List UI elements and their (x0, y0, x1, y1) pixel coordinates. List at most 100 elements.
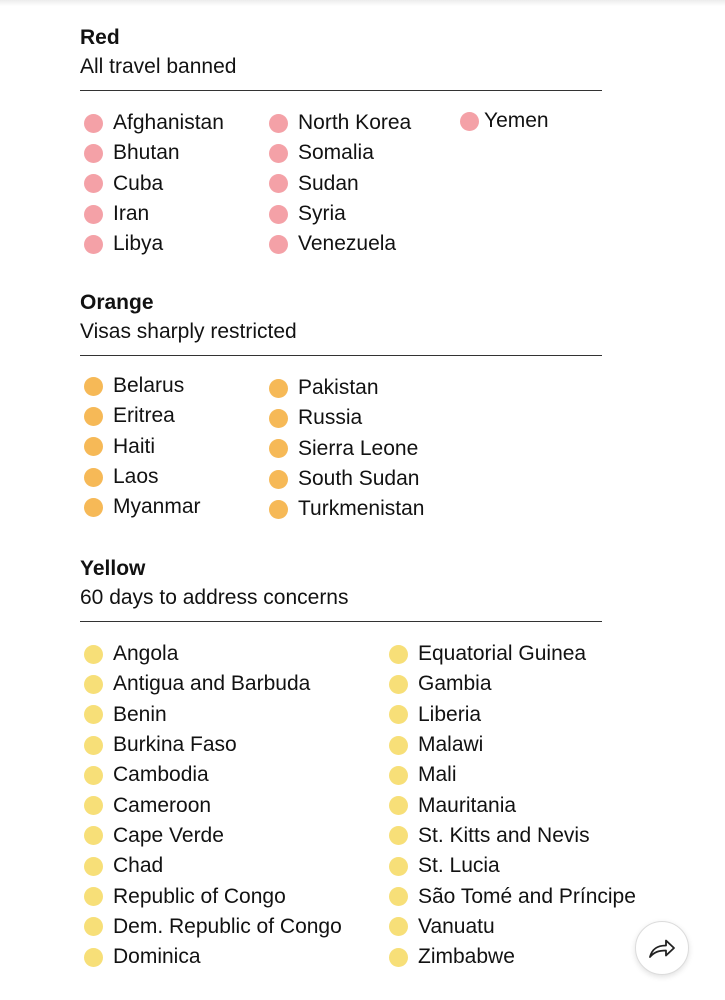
country-name: Bhutan (113, 141, 180, 165)
country-name: South Sudan (298, 467, 420, 491)
country-name: Iran (113, 202, 150, 226)
country-name: St. Lucia (418, 854, 500, 878)
orange-dot-icon (84, 437, 103, 457)
country-name: Antigua and Barbuda (113, 672, 311, 696)
list-item: Bhutan (84, 138, 224, 168)
orange-dot-icon (269, 499, 288, 519)
country-column-3: Yemen (460, 106, 549, 136)
red-dot-icon (269, 234, 288, 254)
country-name: Turkmenistan (298, 497, 425, 521)
country-name: North Korea (298, 111, 412, 135)
yellow-dot-icon (84, 765, 103, 785)
country-name: Chad (113, 854, 164, 878)
yellow-dot-icon (389, 856, 408, 876)
section-divider (80, 621, 602, 622)
country-name: Cambodia (113, 763, 209, 787)
list-item: Equatorial Guinea (389, 639, 636, 669)
yellow-dot-icon (84, 856, 103, 876)
country-name: Sierra Leone (298, 436, 419, 460)
list-item: Laos (84, 462, 201, 492)
orange-section: Orange Visas sharply restricted Belarus … (80, 289, 602, 520)
country-name: Libya (113, 232, 164, 256)
country-name: Syria (298, 202, 346, 226)
country-name: Myanmar (113, 495, 201, 519)
country-name: Dominica (113, 945, 201, 969)
red-dot-icon (269, 113, 288, 133)
country-name: São Tomé and Príncipe (418, 884, 636, 908)
list-item: Cape Verde (84, 821, 342, 851)
list-item: Burkina Faso (84, 730, 342, 760)
red-dot-icon (84, 204, 103, 224)
share-button[interactable] (635, 921, 689, 975)
section-subtitle-red: All travel banned (80, 55, 237, 78)
red-dot-icon (269, 143, 288, 163)
yellow-dot-icon (389, 705, 408, 725)
list-item: Zimbabwe (389, 942, 636, 972)
country-name: Pakistan (298, 376, 379, 400)
list-item: St. Lucia (389, 851, 636, 881)
red-dot-icon (84, 174, 103, 194)
list-item: Pakistan (269, 373, 424, 403)
yellow-dot-icon (389, 796, 408, 816)
red-dot-icon (84, 143, 103, 163)
country-column-2: Pakistan Russia Sierra Leone South Sudan… (269, 373, 424, 524)
yellow-dot-icon (389, 947, 408, 967)
list-item: São Tomé and Príncipe (389, 881, 636, 911)
section-subtitle-orange: Visas sharply restricted (80, 320, 297, 343)
section-divider (80, 355, 602, 356)
country-name: Mali (418, 763, 457, 787)
country-column-2: Equatorial Guinea Gambia Liberia Malawi … (389, 639, 636, 972)
country-name: Eritrea (113, 404, 175, 428)
red-dot-icon (84, 234, 103, 254)
red-dot-icon (84, 113, 103, 133)
list-item: Venezuela (269, 229, 411, 259)
yellow-dot-icon (389, 644, 408, 664)
list-item: Republic of Congo (84, 881, 342, 911)
list-item: Cuba (84, 169, 224, 199)
list-item: Cambodia (84, 760, 342, 790)
country-name: Laos (113, 465, 159, 489)
country-name: Benin (113, 702, 167, 726)
yellow-dot-icon (84, 826, 103, 846)
list-item: Myanmar (84, 492, 201, 522)
orange-dot-icon (269, 469, 288, 489)
list-item: Libya (84, 229, 224, 259)
country-name: Liberia (418, 702, 482, 726)
share-arrow-icon (649, 939, 675, 958)
country-name: Cuba (113, 171, 164, 195)
country-name: Gambia (418, 672, 492, 696)
yellow-dot-icon (84, 644, 103, 664)
list-item: Mali (389, 760, 636, 790)
list-item: Somalia (269, 138, 411, 168)
orange-dot-icon (84, 497, 103, 517)
country-name: Afghanistan (113, 111, 224, 135)
yellow-dot-icon (84, 796, 103, 816)
list-item: North Korea (269, 108, 411, 138)
section-divider (80, 90, 602, 91)
country-name: Zimbabwe (418, 945, 515, 969)
list-item: Dominica (84, 942, 342, 972)
list-item: South Sudan (269, 464, 424, 494)
country-name: Dem. Republic of Congo (113, 914, 342, 938)
list-item: Eritrea (84, 401, 201, 431)
yellow-section: Yellow 60 days to address concerns Angol… (80, 555, 636, 968)
list-item: Chad (84, 851, 342, 881)
country-name: St. Kitts and Nevis (418, 823, 590, 847)
country-name: Mauritania (418, 793, 517, 817)
country-name: Vanuatu (418, 914, 495, 938)
section-subtitle-yellow: 60 days to address concerns (80, 586, 349, 609)
section-title-red: Red (80, 26, 120, 49)
country-name: Sudan (298, 171, 359, 195)
list-item: Gambia (389, 669, 636, 699)
country-column-1: Afghanistan Bhutan Cuba Iran Libya (84, 108, 224, 259)
country-column-2: North Korea Somalia Sudan Syria Venezuel… (269, 108, 411, 259)
yellow-dot-icon (389, 826, 408, 846)
list-item: Malawi (389, 730, 636, 760)
yellow-dot-icon (84, 705, 103, 725)
red-dot-icon (269, 204, 288, 224)
list-item: Dem. Republic of Congo (84, 912, 342, 942)
country-name: Equatorial Guinea (418, 642, 587, 666)
section-title-yellow: Yellow (80, 557, 146, 580)
country-name: Russia (298, 406, 363, 430)
orange-dot-icon (269, 408, 288, 428)
